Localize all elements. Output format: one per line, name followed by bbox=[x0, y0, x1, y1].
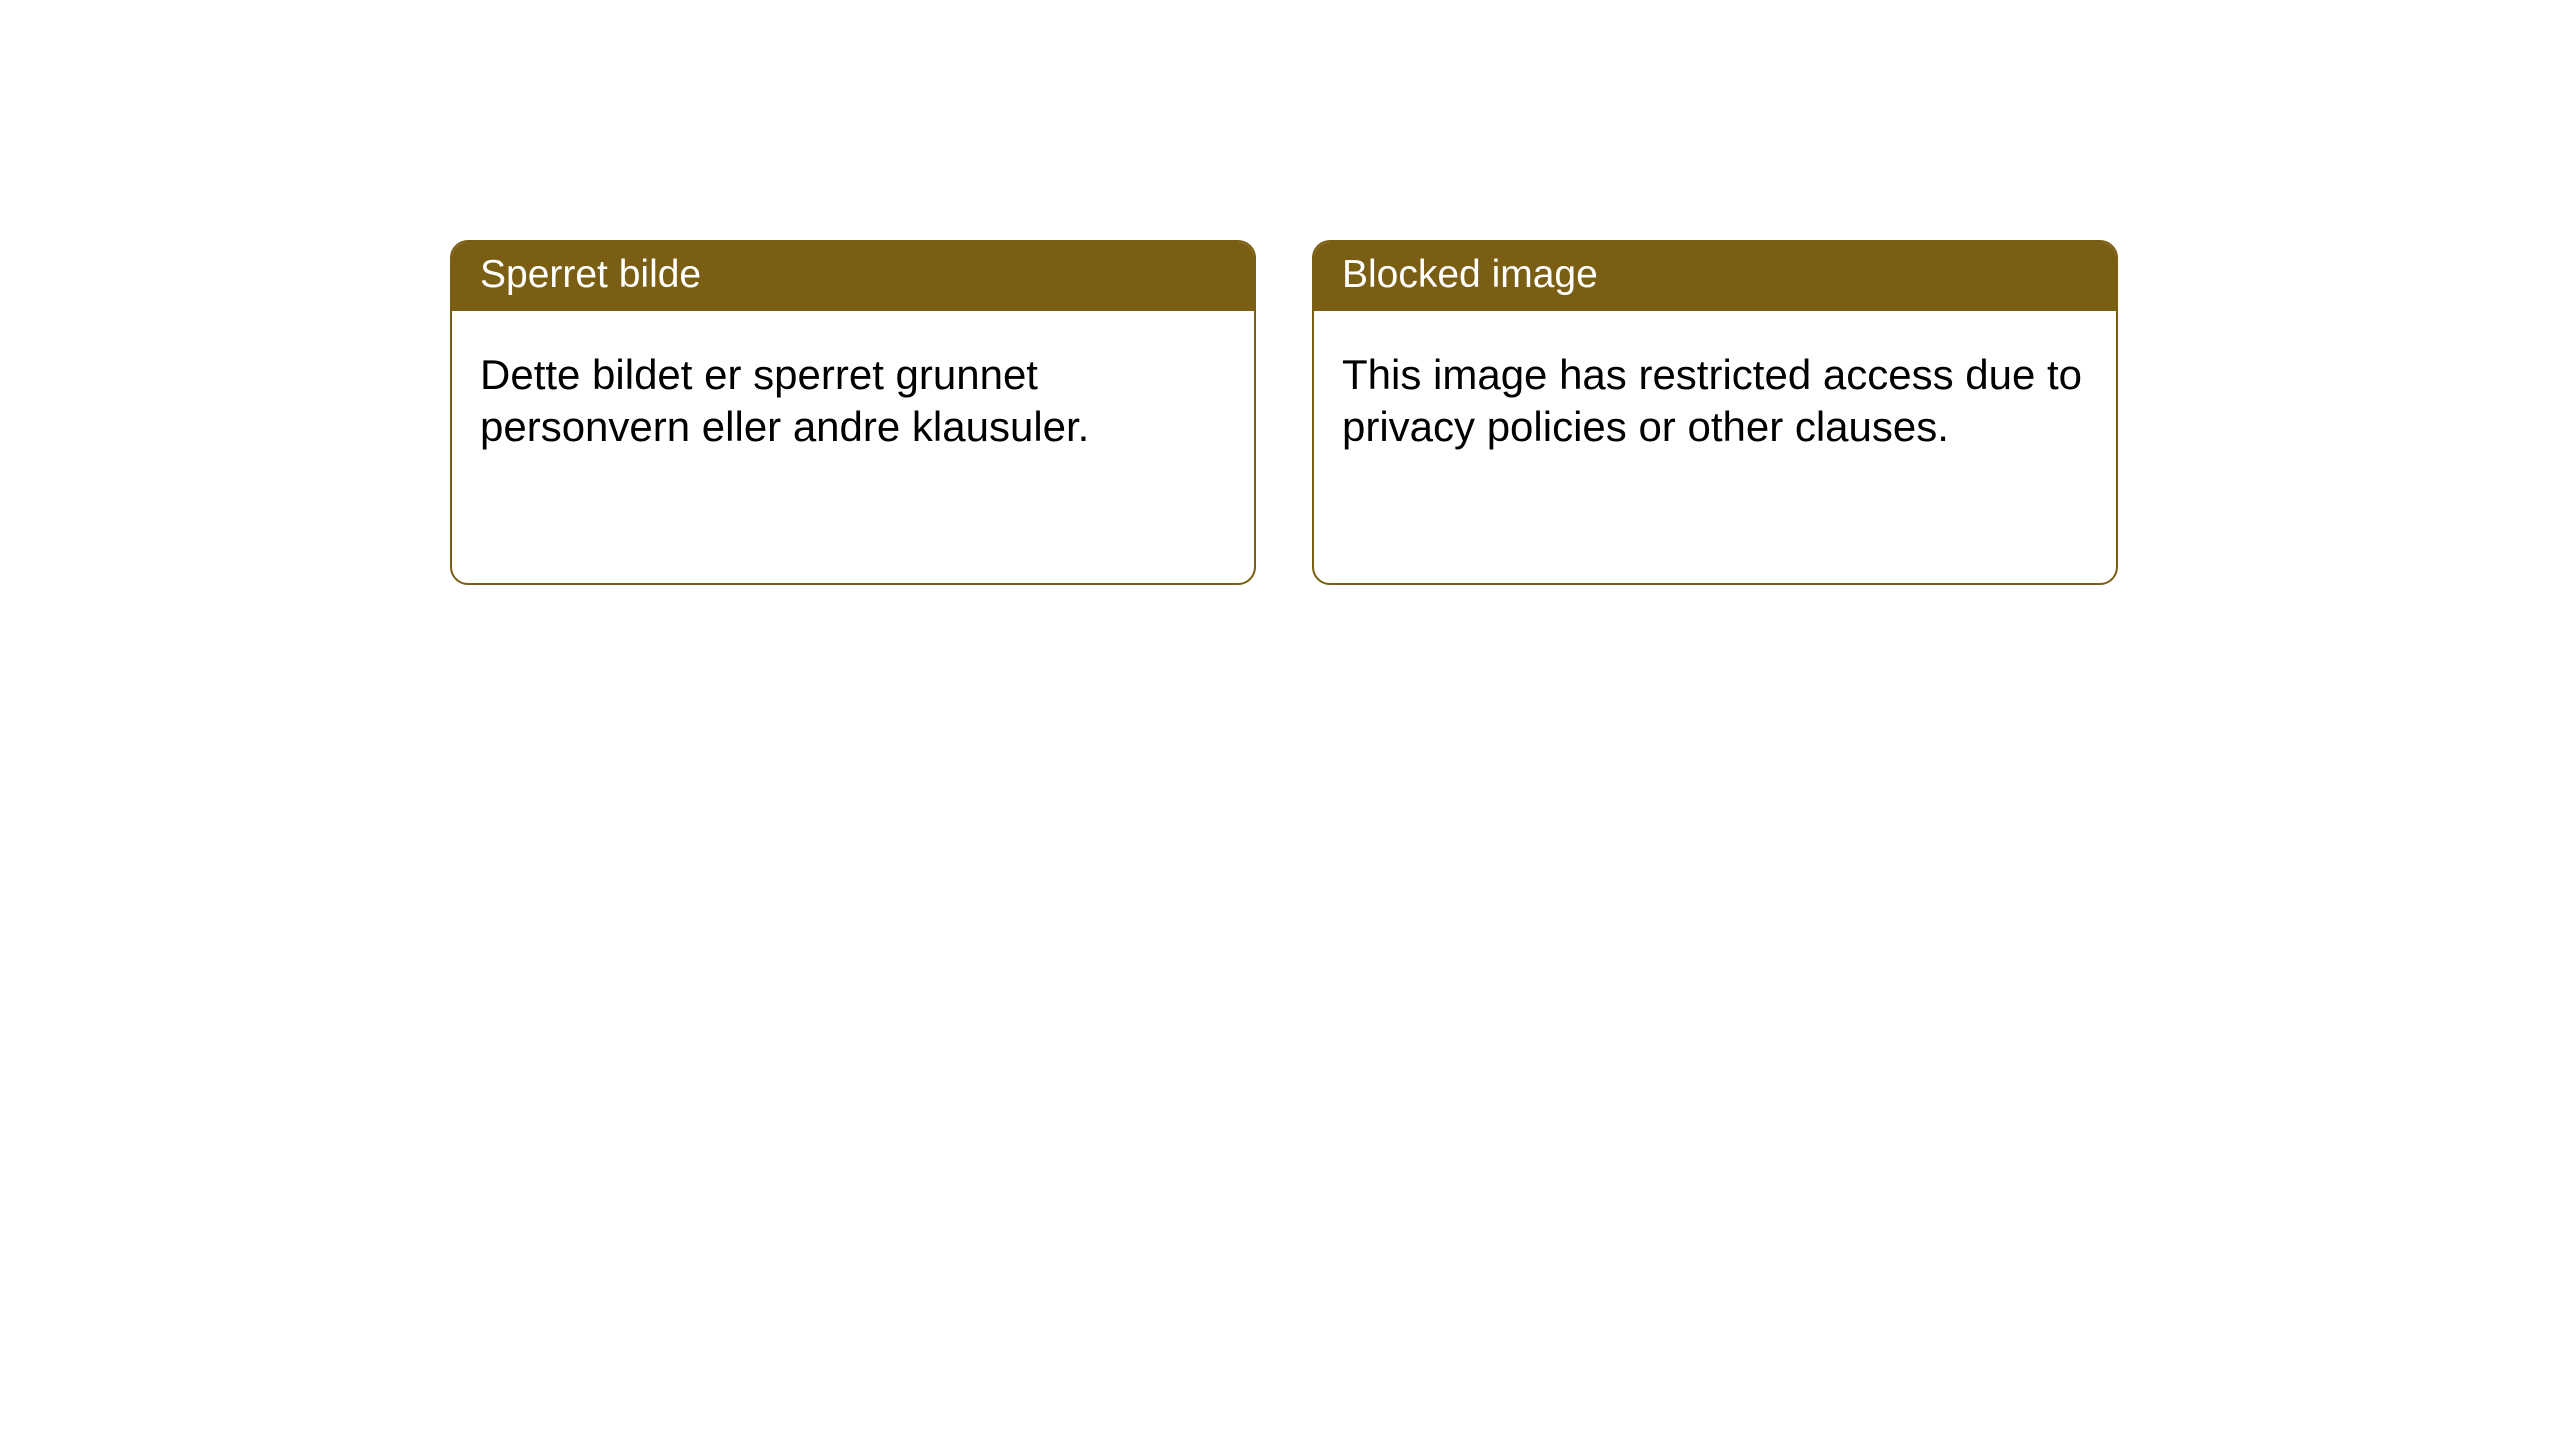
card-header: Sperret bilde bbox=[452, 242, 1254, 311]
card-body: Dette bildet er sperret grunnet personve… bbox=[452, 311, 1254, 583]
card-title: Blocked image bbox=[1342, 253, 1598, 296]
card-body-text: This image has restricted access due to … bbox=[1342, 351, 2082, 451]
blocked-image-card-no: Sperret bilde Dette bildet er sperret gr… bbox=[450, 240, 1256, 585]
blocked-image-card-en: Blocked image This image has restricted … bbox=[1312, 240, 2118, 585]
card-body: This image has restricted access due to … bbox=[1314, 311, 2116, 583]
card-header: Blocked image bbox=[1314, 242, 2116, 311]
notice-cards-container: Sperret bilde Dette bildet er sperret gr… bbox=[450, 240, 2118, 585]
card-title: Sperret bilde bbox=[480, 253, 701, 296]
card-body-text: Dette bildet er sperret grunnet personve… bbox=[480, 351, 1089, 451]
